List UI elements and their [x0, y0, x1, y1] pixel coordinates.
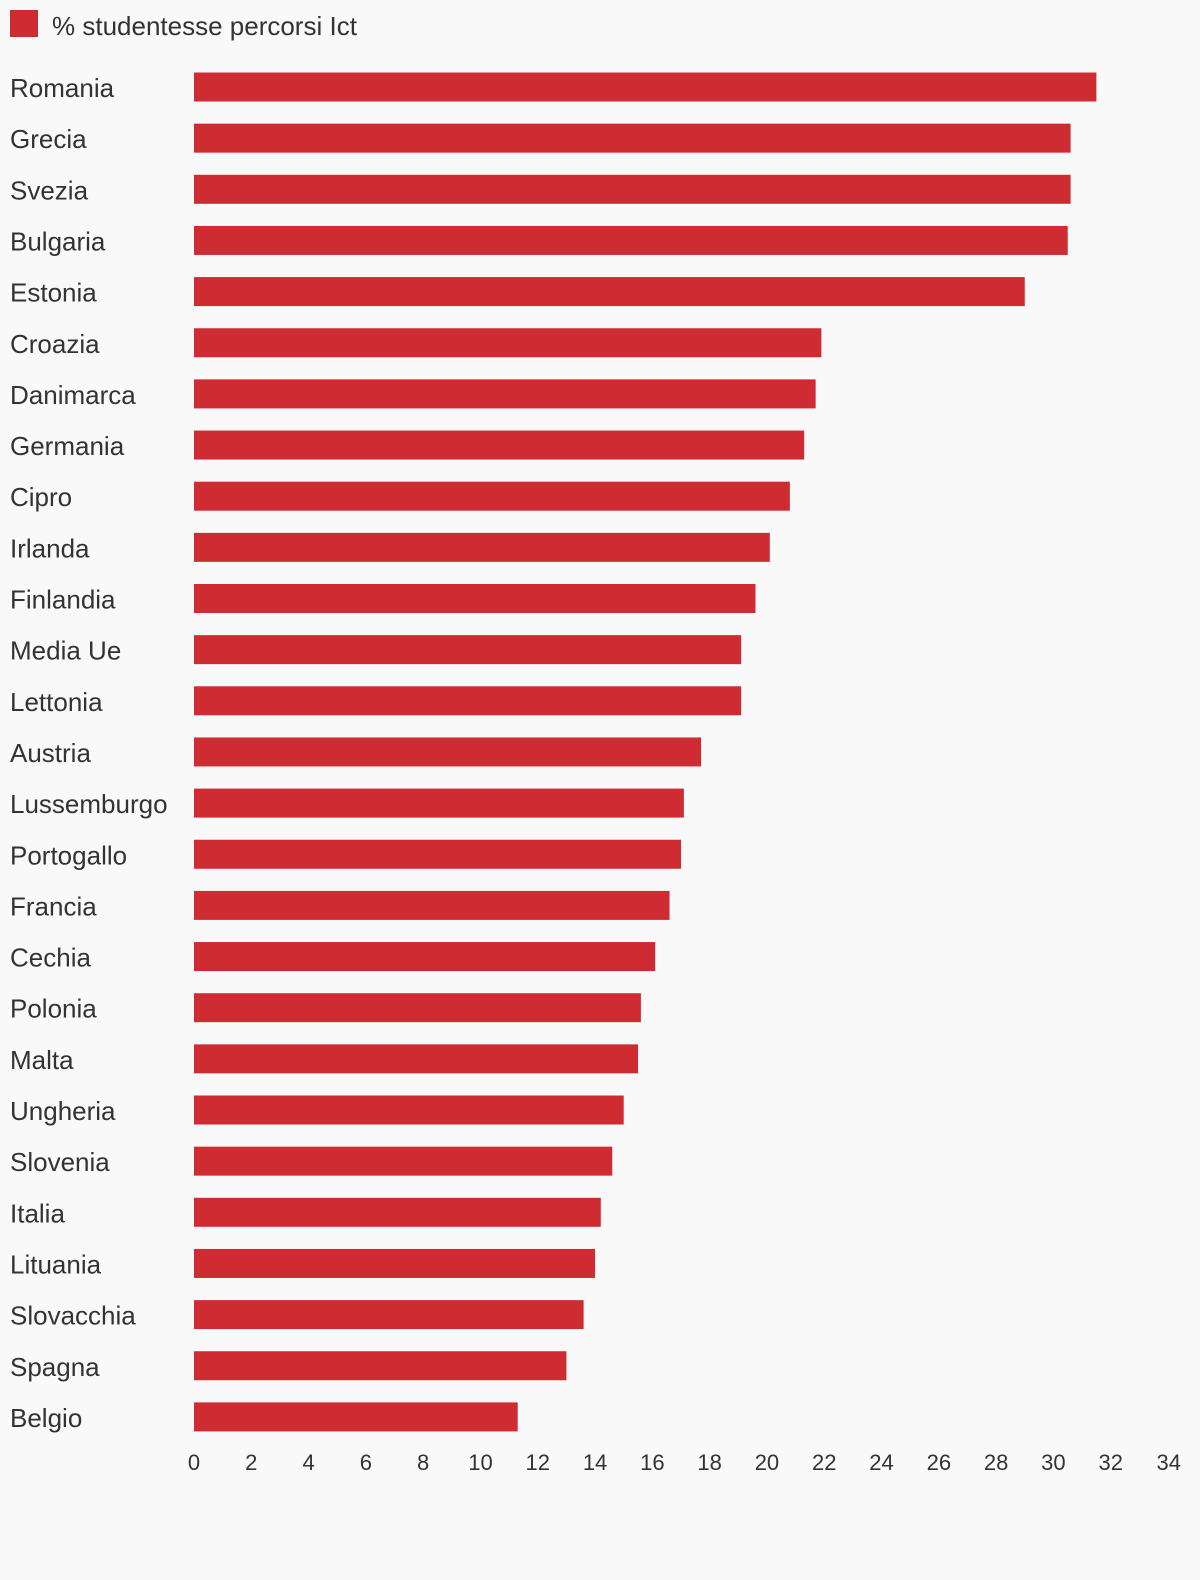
- bar[interactable]: [194, 532, 770, 562]
- bar[interactable]: [194, 839, 681, 869]
- x-axis-ticks: 0 2 4 6 8 10 12 14 16 18 20 22 24 26 28 30 32 34: [188, 1450, 1181, 1475]
- bar[interactable]: [194, 788, 684, 818]
- category-label: Croazia: [10, 329, 100, 359]
- category-label: Italia: [10, 1198, 65, 1228]
- x-tick-label: 12: [526, 1450, 550, 1475]
- bar[interactable]: [194, 1146, 613, 1176]
- bar[interactable]: [194, 1095, 624, 1125]
- category-label: Finlandia: [10, 585, 116, 615]
- x-tick-label: 8: [417, 1450, 429, 1475]
- bar[interactable]: [194, 635, 742, 665]
- category-label: Belgio: [10, 1403, 82, 1433]
- category-label: Portogallo: [10, 840, 127, 870]
- x-tick-label: 18: [697, 1450, 721, 1475]
- category-label: Slovacchia: [10, 1301, 136, 1331]
- x-tick-label: 16: [640, 1450, 664, 1475]
- category-label: Bulgaria: [10, 226, 106, 256]
- bar[interactable]: [194, 942, 656, 972]
- x-tick-label: 4: [302, 1450, 314, 1475]
- x-tick-label: 24: [869, 1450, 893, 1475]
- category-label: Germania: [10, 431, 125, 461]
- bar[interactable]: [194, 481, 790, 511]
- category-label: Spagna: [10, 1352, 100, 1382]
- bar[interactable]: [194, 890, 670, 920]
- bar[interactable]: [194, 1300, 584, 1330]
- x-tick-label: 22: [812, 1450, 836, 1475]
- legend-label: % studentesse percorsi Ict: [52, 11, 358, 41]
- x-tick-label: 32: [1098, 1450, 1122, 1475]
- bar[interactable]: [194, 430, 805, 460]
- bar[interactable]: [194, 993, 641, 1023]
- bar[interactable]: [194, 584, 756, 613]
- x-tick-label: 14: [583, 1450, 607, 1475]
- bar[interactable]: [194, 379, 816, 409]
- bar[interactable]: [194, 686, 742, 716]
- bar[interactable]: [194, 123, 1071, 153]
- x-tick-label: 26: [927, 1450, 951, 1475]
- category-label: Svezia: [10, 175, 89, 205]
- bar[interactable]: [194, 1248, 596, 1278]
- x-tick-label: 28: [984, 1450, 1008, 1475]
- bars: [194, 72, 1097, 1432]
- bar[interactable]: [194, 1197, 601, 1227]
- category-label: Grecia: [10, 124, 87, 154]
- bar[interactable]: [194, 328, 822, 358]
- category-label: Danimarca: [10, 380, 136, 410]
- bar[interactable]: [194, 174, 1071, 204]
- x-tick-label: 2: [245, 1450, 257, 1475]
- bar[interactable]: [194, 1351, 567, 1381]
- category-label: Malta: [10, 1045, 74, 1075]
- x-tick-label: 0: [188, 1450, 200, 1475]
- category-label: Irlanda: [10, 533, 90, 563]
- category-label: Lettonia: [10, 687, 103, 717]
- bar[interactable]: [194, 72, 1097, 102]
- x-tick-label: 10: [468, 1450, 492, 1475]
- category-label: Cechia: [10, 943, 91, 973]
- category-label: Lussemburgo: [10, 789, 168, 819]
- category-label: Slovenia: [10, 1147, 110, 1177]
- category-label: Polonia: [10, 994, 97, 1024]
- bar[interactable]: [194, 737, 702, 767]
- x-tick-label: 6: [360, 1450, 372, 1475]
- legend-swatch: [10, 10, 38, 37]
- x-tick-label: 30: [1041, 1450, 1065, 1475]
- category-label: Cipro: [10, 482, 72, 512]
- category-label: Lituania: [10, 1249, 102, 1279]
- category-label: Francia: [10, 891, 97, 921]
- bar[interactable]: [194, 1402, 518, 1432]
- legend: % studentesse percorsi Ict: [10, 10, 358, 41]
- bar[interactable]: [194, 1044, 639, 1074]
- bar[interactable]: [194, 225, 1068, 255]
- category-label: Romania: [10, 73, 115, 103]
- category-label: Ungheria: [10, 1096, 116, 1126]
- x-tick-label: 20: [755, 1450, 779, 1475]
- category-label: Media Ue: [10, 636, 121, 666]
- x-tick-label: 34: [1157, 1450, 1181, 1475]
- category-label: Estonia: [10, 278, 97, 308]
- bar[interactable]: [194, 277, 1025, 307]
- category-labels: Romania Grecia Svezia Bulgaria Estonia Croazi…: [10, 73, 168, 1433]
- category-label: Austria: [10, 738, 91, 768]
